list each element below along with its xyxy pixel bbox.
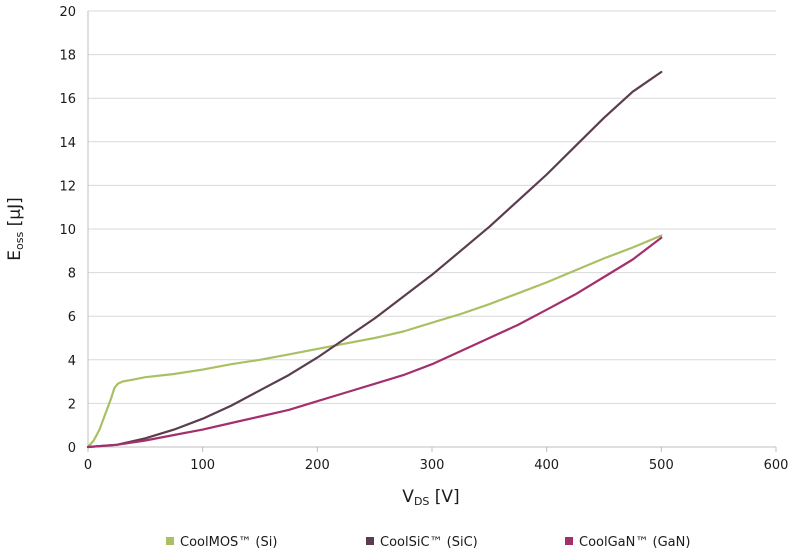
y-tick-label: 8: [68, 267, 76, 282]
x-tick-label: 200: [305, 458, 330, 473]
legend: CoolMOS™ (Si) CoolSiC™ (SiC) CoolGaN™ (GaN…: [166, 535, 690, 550]
y-axis-title-main: E: [5, 250, 25, 261]
series-line-1: [86, 70, 663, 449]
x-axis-title-sub: DS: [414, 495, 429, 508]
y-tick-label: 6: [68, 310, 76, 325]
legend-swatch: [366, 537, 374, 545]
y-axis-title-sub: oss: [13, 232, 26, 250]
y-tick-label: 2: [68, 397, 76, 412]
x-axis-title-unit: [V]: [429, 487, 459, 507]
y-tick-label: 14: [59, 136, 76, 151]
legend-label: CoolGaN™ (GaN): [579, 535, 690, 550]
x-tick-label: 0: [84, 458, 92, 473]
y-tick-label: 4: [68, 354, 76, 369]
x-axis-title: VDS [V]: [402, 487, 459, 508]
axes: [87, 11, 777, 452]
x-tick-label: 300: [420, 458, 445, 473]
x-tick-label: 100: [190, 458, 215, 473]
y-tick-label: 12: [59, 179, 76, 194]
y-tick-label: 10: [59, 223, 76, 238]
legend-label: CoolSiC™ (SiC): [380, 535, 478, 550]
y-axis-title: Eoss [µJ]: [5, 197, 26, 260]
y-tick-label: 20: [59, 5, 76, 20]
x-tick-label: 500: [649, 458, 674, 473]
y-tick-labels: 0 2 4 6 8 10 12 14 16 18 20: [59, 5, 76, 456]
series-line-0: [86, 234, 663, 449]
x-tick-label: 400: [534, 458, 559, 473]
series-lines: [86, 70, 663, 449]
x-tick-label: 600: [764, 458, 789, 473]
x-tick-labels: 0 100 200 300 400 500 600: [84, 458, 789, 473]
legend-swatch: [166, 537, 174, 545]
grid-lines: [88, 10, 776, 404]
y-tick-label: 0: [68, 441, 76, 456]
y-tick-label: 18: [59, 49, 76, 64]
y-axis-title-unit: [µJ]: [5, 197, 25, 232]
series-line-2: [86, 236, 663, 449]
x-axis-title-main: V: [402, 487, 414, 507]
legend-swatch: [565, 537, 573, 545]
legend-label: CoolMOS™ (Si): [180, 535, 277, 550]
y-tick-label: 16: [59, 92, 76, 107]
